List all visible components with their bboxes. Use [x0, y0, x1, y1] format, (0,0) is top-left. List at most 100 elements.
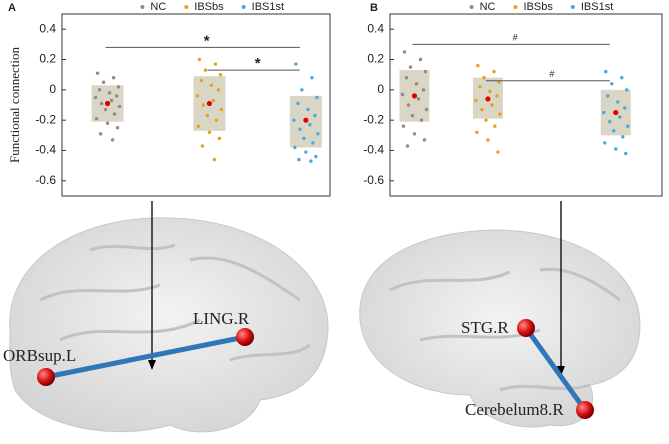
connection: [45, 334, 246, 380]
node-label: ORBsup.L: [3, 346, 76, 365]
point: [618, 115, 622, 119]
point: [112, 112, 117, 116]
point: [297, 157, 301, 162]
significance-label: #: [513, 33, 518, 43]
legend-marker: [570, 5, 575, 9]
point: [616, 100, 620, 104]
point: [116, 85, 121, 89]
point: [402, 50, 407, 54]
node: [236, 328, 254, 346]
point: [111, 76, 116, 80]
point: [209, 83, 214, 87]
point: [482, 76, 486, 80]
mean: [613, 109, 619, 116]
node: [517, 319, 535, 337]
point: [292, 118, 296, 122]
legend-label: IBSbs: [194, 1, 224, 13]
point: [302, 136, 306, 141]
point: [300, 88, 304, 92]
point: [201, 103, 206, 107]
point: [604, 69, 608, 74]
plot-frame: [61, 13, 331, 197]
point: [423, 69, 428, 74]
point: [416, 97, 421, 101]
point: [304, 150, 308, 154]
point: [486, 138, 490, 142]
point: [495, 94, 499, 98]
point: [476, 63, 480, 68]
point: [211, 98, 216, 103]
significance-label: #: [549, 69, 554, 79]
point: [475, 130, 479, 134]
legend-marker: [513, 5, 518, 9]
point: [103, 107, 108, 112]
point: [117, 104, 122, 109]
point: [105, 121, 110, 125]
legend-marker: [184, 5, 189, 9]
legend-marker: [469, 5, 474, 9]
point: [196, 124, 201, 128]
legend-label: IBS1st: [252, 1, 284, 13]
point: [614, 147, 618, 151]
mean: [303, 117, 309, 123]
point: [315, 95, 319, 100]
significance-label: *: [255, 55, 261, 72]
point: [400, 92, 405, 97]
point: [410, 113, 415, 118]
point: [602, 110, 606, 115]
point: [93, 95, 98, 100]
point: [313, 113, 317, 118]
panel-label: A: [8, 2, 16, 14]
brain-left: [9, 217, 329, 433]
point: [296, 101, 300, 106]
y-tick-label: -0.2: [363, 112, 384, 126]
y-tick-label: 0.4: [39, 21, 56, 35]
point: [421, 88, 426, 92]
point: [603, 141, 607, 145]
point: [203, 68, 208, 72]
point: [496, 150, 500, 154]
legend-label: IBSbs: [523, 1, 553, 13]
point: [95, 71, 100, 75]
point: [406, 103, 411, 107]
point: [623, 106, 627, 110]
point: [414, 82, 419, 86]
point: [612, 129, 616, 133]
point: [497, 80, 501, 84]
node: [576, 401, 594, 419]
y-tick-label: 0.4: [367, 21, 384, 35]
point: [213, 62, 218, 66]
connection: [523, 326, 588, 412]
point: [316, 132, 320, 136]
point: [115, 126, 120, 130]
point: [419, 118, 424, 122]
mean: [104, 100, 111, 107]
point: [310, 76, 314, 80]
y-tick-label: -0.4: [363, 143, 384, 157]
y-tick-label: 0.2: [367, 52, 384, 66]
point: [401, 124, 406, 128]
point: [621, 135, 625, 139]
node-label: Cerebelum8.R: [465, 400, 564, 419]
point: [478, 85, 482, 89]
y-tick-label: -0.6: [363, 173, 384, 187]
point: [624, 151, 628, 156]
mean: [206, 100, 212, 107]
point: [195, 94, 200, 98]
point: [200, 144, 205, 148]
point: [99, 101, 104, 106]
point: [490, 103, 494, 107]
point: [216, 88, 221, 92]
y-tick-label: -0.6: [35, 173, 56, 187]
node-label: STG.R: [461, 318, 509, 337]
point: [94, 116, 99, 121]
y-tick-label: -0.4: [35, 143, 56, 157]
point: [404, 76, 409, 80]
point: [412, 132, 417, 136]
point: [610, 82, 614, 86]
point: [107, 91, 112, 95]
point: [309, 159, 313, 163]
legend-marker: [140, 5, 145, 9]
y-tick-label: 0: [377, 82, 384, 96]
point: [114, 94, 119, 98]
